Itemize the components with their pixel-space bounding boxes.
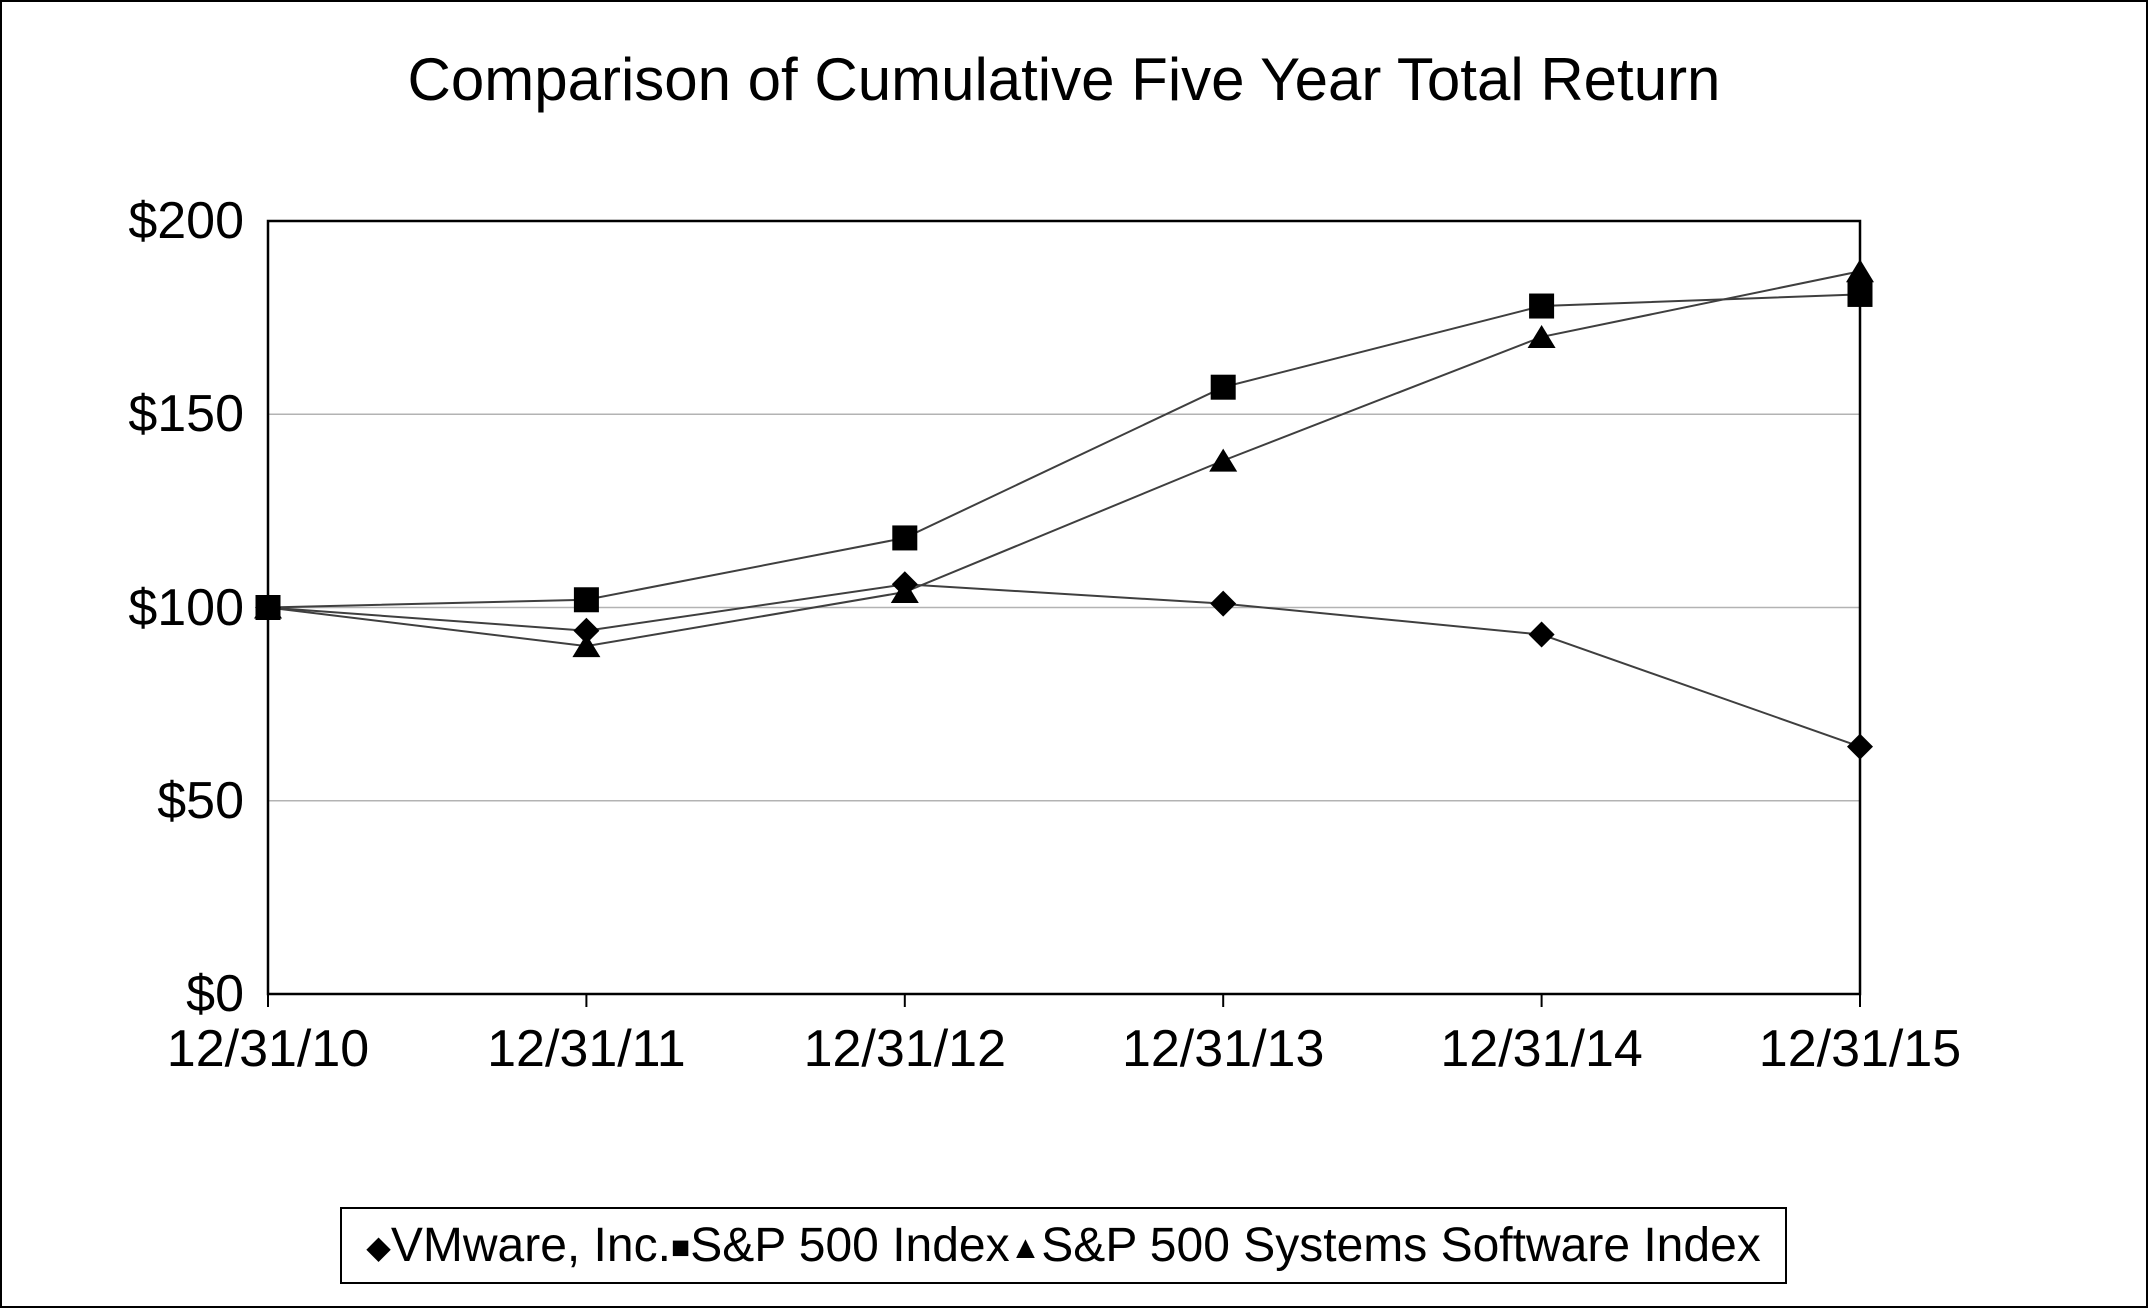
legend-item-label: S&P 500 Index: [690, 1218, 1010, 1272]
y-tick-label: $50: [157, 771, 244, 830]
triangle-marker-icon: ▲: [1009, 1228, 1042, 1265]
legend-item-s-p-500-systems-software-index: ▲ S&P 500 Systems Software Index: [1010, 1216, 1761, 1276]
legend-item-label: VMware, Inc.: [390, 1218, 671, 1272]
marker-diamond-vmware-inc: [1847, 733, 1873, 760]
marker-triangle-s-p-500-systems-software-index: [1527, 324, 1556, 348]
marker-triangle-s-p-500-systems-software-index: [572, 634, 601, 658]
x-tick-label: 12/31/11: [487, 1020, 686, 1078]
series-line-s-p-500-systems-software-index: [267, 270, 1861, 648]
marker-square-s-p-500-index: [255, 595, 281, 620]
x-tick-label: 12/31/12: [803, 1020, 1006, 1078]
marker-diamond-vmware-inc: [1210, 590, 1237, 617]
x-tick-label: 12/31/13: [1121, 1020, 1325, 1078]
legend: ◆ VMware, Inc. ■ S&P 500 Index ▲ S&P 500 Syst…: [340, 1207, 1787, 1284]
series-line-s-p-500-index: [267, 293, 1861, 609]
diamond-marker-icon: ◆: [366, 1228, 391, 1265]
legend-item-label: S&P 500 Systems Software Index: [1041, 1218, 1761, 1272]
legend-item-vmware-inc: ◆ VMware, Inc.: [366, 1216, 671, 1276]
marker-square-s-p-500-index: [1210, 374, 1236, 400]
marker-square-s-p-500-index: [1529, 293, 1555, 319]
marker-square-s-p-500-index: [892, 525, 918, 551]
marker-triangle-s-p-500-systems-software-index: [890, 580, 919, 604]
marker-triangle-s-p-500-systems-software-index: [1846, 259, 1874, 283]
series-line-vmware-inc: [267, 583, 1861, 748]
y-tick-label: $100: [128, 578, 244, 637]
marker-diamond-vmware-inc: [1528, 621, 1555, 648]
marker-triangle-s-p-500-systems-software-index: [1209, 448, 1238, 472]
marker-diamond-vmware-inc: [573, 617, 600, 644]
square-marker-icon: ■: [670, 1228, 691, 1265]
x-tick-label: 12/31/10: [166, 1020, 370, 1078]
marker-square-s-p-500-index: [573, 587, 599, 613]
legend-item-s-p-500-index: ■ S&P 500 Index: [671, 1216, 1010, 1276]
chart-title: Comparison of Cumulative Five Year Total…: [407, 46, 1721, 113]
x-tick-label: 12/31/14: [1440, 1020, 1643, 1078]
marker-square-s-p-500-index: [1847, 281, 1873, 307]
x-tick-label: 12/31/15: [1758, 1020, 1962, 1078]
y-tick-label: $150: [128, 385, 244, 444]
y-tick-label: $0: [186, 965, 244, 1023]
y-tick-label: $200: [128, 192, 244, 250]
